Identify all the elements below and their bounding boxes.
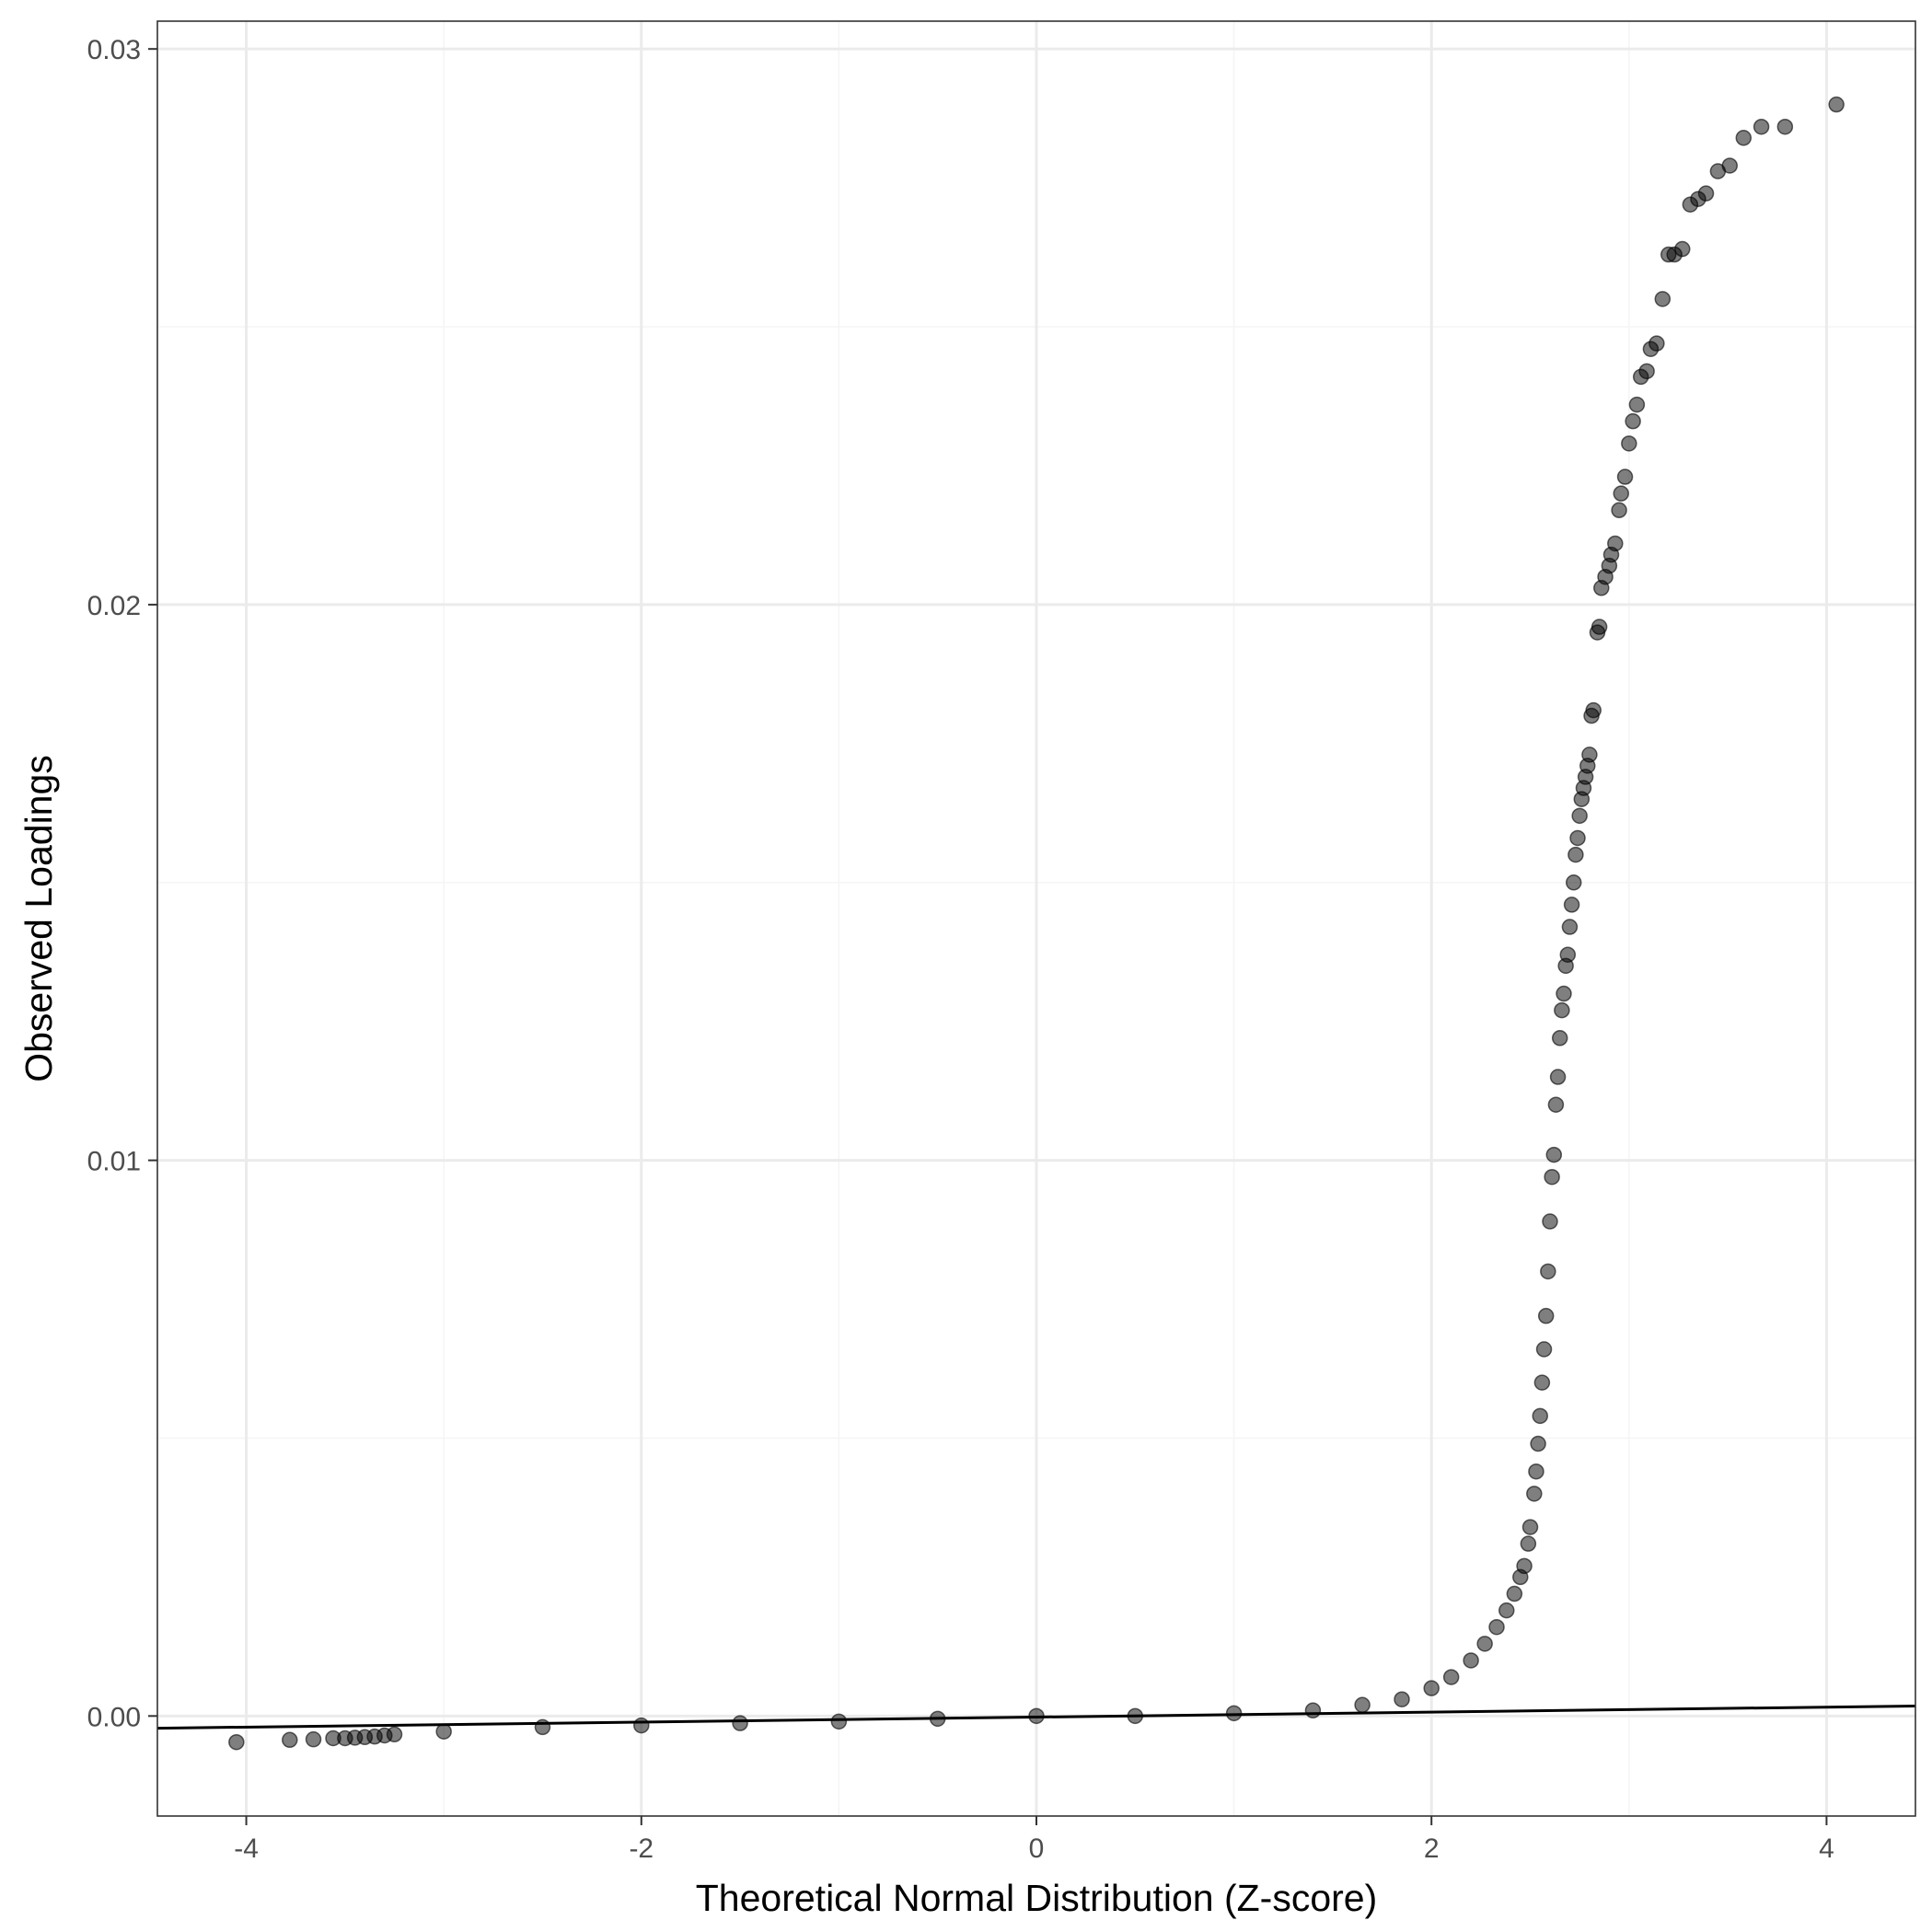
y-tick-label: 0.00: [87, 1702, 141, 1732]
data-point: [1654, 291, 1672, 307]
data-point: [633, 1717, 650, 1734]
data-point: [1537, 1307, 1555, 1325]
reference-line: [156, 1704, 1916, 1730]
data-point: [1530, 1435, 1546, 1452]
data-point: [1547, 1096, 1565, 1113]
data-point: [1442, 1669, 1460, 1685]
data-point: [1535, 1341, 1553, 1358]
data-point: [1628, 396, 1646, 413]
data-point: [1565, 874, 1582, 891]
data-point: [1583, 707, 1600, 724]
y-axis: 0.00 0.01 0.02 0.03: [87, 35, 157, 1732]
data-point: [1828, 96, 1845, 113]
y-tick-label: 0.03: [87, 35, 141, 65]
data-point: [830, 1713, 848, 1730]
data-point: [732, 1715, 748, 1731]
data-point: [1540, 1263, 1556, 1280]
data-point: [1533, 1374, 1551, 1391]
data-point: [1551, 1030, 1568, 1047]
x-tick-label: 0: [1029, 1834, 1045, 1864]
data-point: [1625, 412, 1641, 430]
data-point: [1568, 846, 1584, 863]
data-point: [1589, 624, 1606, 641]
data-point: [1556, 985, 1572, 1002]
data-point: [1593, 580, 1610, 596]
data-point: [1506, 1585, 1523, 1602]
data-point: [1304, 1702, 1322, 1719]
x-tick-label: -2: [629, 1834, 654, 1864]
data-point: [1616, 469, 1634, 485]
data-point: [1753, 118, 1770, 135]
data-point: [1532, 1407, 1548, 1425]
data-point: [1563, 897, 1580, 913]
data-point: [1423, 1680, 1440, 1696]
data-point: [1544, 1168, 1560, 1186]
data-point: [1488, 1618, 1505, 1636]
x-axis: -4 -2 0 2 4: [234, 1816, 1834, 1864]
data-point: [1520, 1535, 1537, 1552]
data-point: [1354, 1696, 1371, 1714]
data-point: [1512, 1568, 1529, 1586]
data-point: [1776, 118, 1794, 135]
data-points: [228, 96, 1845, 1751]
data-point: [1557, 957, 1574, 975]
x-axis-title: Theoretical Normal Distribution (Z-score…: [696, 1877, 1377, 1919]
data-point: [1394, 1691, 1410, 1707]
data-point: [1642, 341, 1660, 357]
data-point: [1526, 1486, 1543, 1502]
reference-line-group: [156, 1704, 1916, 1730]
data-point: [1549, 1069, 1567, 1085]
data-point: [1573, 791, 1591, 807]
y-tick-label: 0.02: [87, 591, 141, 621]
data-point: [435, 1723, 452, 1740]
data-point: [305, 1730, 322, 1748]
data-point: [1463, 1652, 1479, 1669]
data-point: [1476, 1636, 1493, 1652]
data-point: [282, 1731, 298, 1749]
y-axis-title: Observed Loadings: [17, 755, 60, 1082]
data-point: [1611, 502, 1627, 519]
data-point: [1498, 1602, 1515, 1619]
data-point: [1660, 246, 1677, 263]
data-point: [228, 1733, 245, 1751]
data-point: [325, 1730, 341, 1747]
data-point: [1571, 807, 1588, 825]
data-point: [1735, 130, 1753, 146]
data-point: [1521, 1519, 1539, 1535]
data-point: [1569, 829, 1586, 847]
data-point: [1528, 1463, 1544, 1480]
data-point: [1709, 163, 1727, 179]
y-tick-label: 0.01: [87, 1147, 141, 1177]
data-point: [1613, 485, 1629, 502]
data-point: [1542, 1213, 1558, 1230]
x-tick-label: -4: [234, 1834, 259, 1864]
data-point: [1621, 435, 1637, 452]
data-point: [1554, 1001, 1570, 1019]
data-point: [1632, 368, 1649, 386]
data-point: [1682, 196, 1699, 213]
data-point: [1561, 919, 1579, 935]
x-tick-label: 4: [1819, 1834, 1834, 1864]
x-tick-label: 2: [1424, 1834, 1440, 1864]
data-point: [1545, 1146, 1563, 1163]
